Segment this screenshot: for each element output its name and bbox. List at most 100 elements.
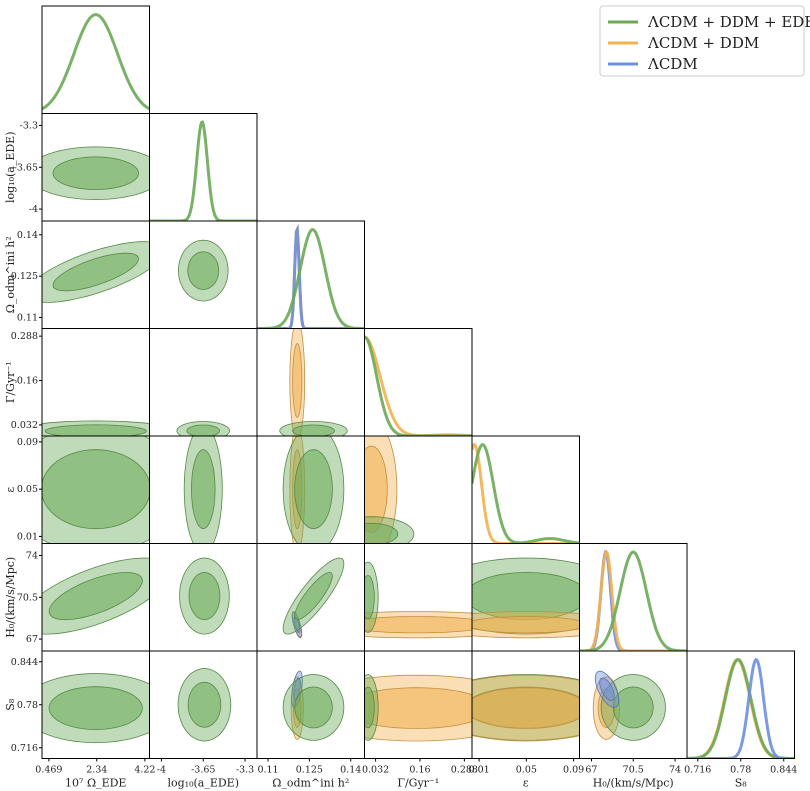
x-tick-label: 2.34	[86, 765, 107, 776]
y-tick-label: 0.288	[11, 331, 38, 342]
y-tick-label: 74	[26, 550, 38, 561]
contour-68-series-0	[188, 572, 221, 621]
panel-h-vs-g	[364, 561, 472, 639]
panel-s-vs-a	[177, 668, 232, 742]
x-tick-label: 74	[669, 765, 681, 776]
contour-68-series-0	[48, 572, 143, 621]
y-tick-label: 0.05	[17, 484, 38, 495]
y-axis-label: H₀/(km/s/Mpc)	[4, 557, 17, 638]
y-tick-label: 0.78	[17, 700, 38, 711]
y-tick-label: 0.032	[11, 420, 38, 431]
y-axis-label: Γ/Gyr⁻¹	[4, 361, 17, 403]
y-tick-label: 0.09	[17, 437, 38, 448]
marginal-curve-series-1	[257, 223, 365, 329]
x-tick-label: -3.3	[236, 765, 254, 776]
y-tick-label: -3.3	[20, 120, 38, 131]
x-tick-label: 0.032	[362, 765, 389, 776]
y-tick-label: 0.716	[11, 743, 38, 754]
contour-68-series-0	[364, 686, 375, 729]
marginal-curve-series-0	[579, 550, 687, 651]
x-tick-label: 0.09	[563, 765, 584, 776]
y-tick-label: 0.01	[17, 531, 38, 542]
x-axis-label: Γ/Gyr⁻¹	[397, 777, 439, 790]
y-tick-label: -3.65	[14, 162, 38, 173]
x-axis-label: Ω_odm^ini h²	[272, 777, 349, 790]
x-tick-label: -3.65	[191, 765, 215, 776]
x-tick-label: 70.5	[623, 765, 644, 776]
y-tick-label: 0.16	[17, 376, 38, 387]
panel-e-vs-o	[282, 436, 345, 544]
legend-label-2: ΛCDM	[647, 55, 698, 73]
y-tick-label: 70.5	[17, 592, 38, 603]
panel-s-vs-o	[282, 670, 345, 741]
contour-68-series-0	[612, 686, 654, 729]
marginal-curve-series-0	[149, 119, 257, 221]
panel-h-vs-o	[282, 557, 345, 639]
contour-68-series-1	[364, 687, 472, 729]
marginal-curve-series-2	[687, 657, 795, 759]
contour-68-series-1	[292, 343, 303, 418]
contour-68-series-0	[364, 575, 375, 620]
contour-68-series-0	[472, 572, 580, 621]
contour-68-series-0	[42, 449, 150, 530]
contour-68-series-0	[44, 424, 147, 436]
contour-68-series-0	[186, 424, 221, 436]
legend-label-1: ΛCDM + DDM	[647, 34, 759, 52]
marginal-curve-series-1	[472, 442, 580, 544]
y-tick-label: 0.11	[17, 312, 38, 323]
y-tick-label: 0.14	[17, 230, 38, 241]
x-tick-label: 0.844	[770, 765, 797, 776]
x-tick-label: -4	[157, 765, 166, 776]
x-tick-label: 0.01	[469, 765, 490, 776]
contour-68-series-1	[364, 616, 472, 634]
x-tick-label: 67	[585, 765, 597, 776]
x-tick-label: 0.716	[684, 765, 711, 776]
marginal-h	[579, 549, 687, 651]
panel-frame	[41, 5, 150, 114]
marginal-a	[149, 119, 257, 221]
contour-68-series-0	[48, 686, 143, 731]
marginal-b	[42, 13, 150, 111]
marginal-curve-series-0	[257, 228, 365, 329]
contour-68-series-1	[472, 687, 580, 729]
panel-s-vs-b	[42, 673, 150, 744]
contour-68-series-0	[294, 572, 333, 620]
x-tick-label: 0.11	[257, 765, 278, 776]
marginal-e	[472, 442, 580, 544]
y-tick-label: 0.125	[11, 271, 38, 282]
x-tick-label: 4.22	[134, 765, 155, 776]
panel-frame	[41, 328, 150, 437]
y-axis-label: S₈	[4, 698, 17, 711]
marginal-o	[257, 223, 365, 329]
panel-s-vs-e	[472, 674, 580, 742]
x-axis-label: log₁₀(a_EDE)	[167, 777, 239, 790]
panel-h-vs-e	[472, 557, 580, 639]
panel-e-vs-a	[183, 436, 223, 544]
contour-68-series-0	[187, 681, 222, 728]
contour-68-series-0	[294, 686, 333, 729]
contour-68-series-0	[292, 424, 335, 436]
x-tick-label: 0.288	[451, 765, 478, 776]
x-axis-label: S₈	[735, 777, 748, 790]
panels-layer	[41, 5, 795, 759]
contour-68-series-0	[364, 522, 399, 544]
panel-o-vs-b	[42, 241, 150, 303]
marginal-curve-series-1	[579, 549, 687, 651]
contour-68-series-2	[293, 616, 301, 633]
contour-68-series-0	[190, 449, 216, 530]
panel-g-vs-a	[176, 421, 231, 436]
panel-g-vs-o	[279, 328, 348, 436]
y-tick-label: 0.844	[11, 657, 38, 668]
legend: ΛCDM + DDM + EDE ΛCDM + DDM ΛCDM	[599, 5, 810, 77]
y-tick-label: -4	[29, 204, 38, 215]
x-tick-label: 0.14	[340, 765, 361, 776]
x-axis-label: ε	[523, 777, 529, 790]
y-axis-label: Ω_odm^ini h²	[4, 236, 17, 313]
x-axis-label: 10⁷ Ω_EDE	[65, 777, 126, 790]
marginal-curve-series-0	[472, 442, 580, 544]
y-axis-label: log₁₀(a_EDE)	[4, 131, 17, 203]
x-tick-label: 0.05	[516, 765, 537, 776]
marginal-s	[687, 657, 795, 759]
